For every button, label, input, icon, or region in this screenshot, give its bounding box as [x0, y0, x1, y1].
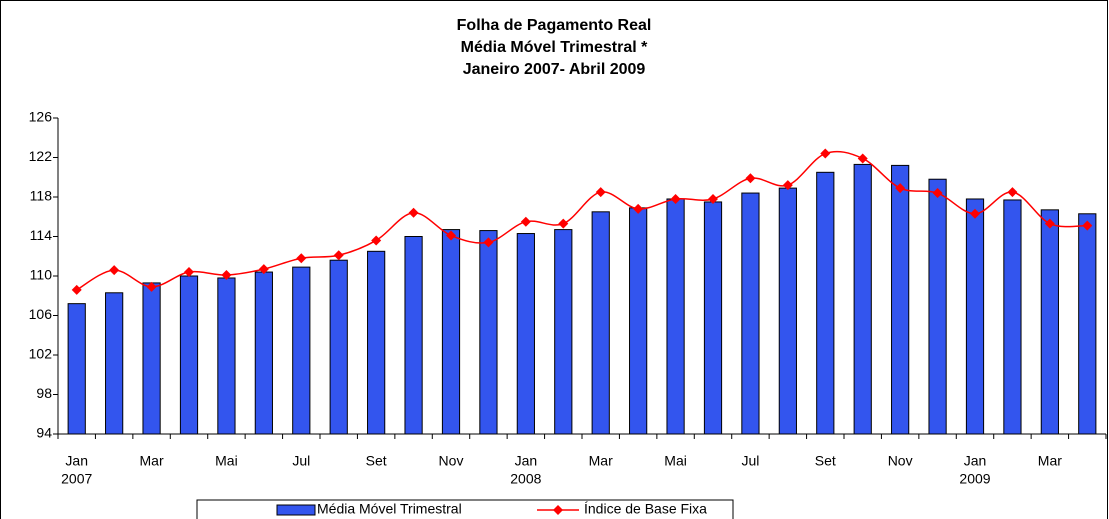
x-tick-label: Set: [815, 453, 836, 469]
bar: [891, 164, 910, 435]
line-marker: [745, 173, 756, 184]
bar: [853, 163, 872, 435]
bar: [1003, 199, 1022, 435]
bar: [591, 211, 610, 435]
line-marker: [895, 183, 906, 194]
line-marker: [1007, 187, 1018, 198]
line-marker: [1044, 218, 1055, 229]
bar: [516, 233, 535, 435]
chart-subtitle: Média Móvel Trimestral *: [461, 39, 649, 56]
bar: [928, 178, 947, 435]
bar: [554, 229, 573, 435]
legend-label: Índice de Base Fixa: [584, 501, 707, 517]
line: [76, 150, 1088, 291]
x-tick-label: Nov: [888, 453, 913, 469]
x-tick-label: Jul: [741, 453, 759, 469]
bar: [1040, 209, 1059, 435]
x-tick-label: Mai: [215, 453, 238, 469]
chart-title: Folha de Pagamento Real: [457, 17, 652, 34]
bar: [105, 292, 124, 435]
x-tick-label: Mai: [664, 453, 687, 469]
x-tick-label: Nov: [439, 453, 464, 469]
line-marker: [333, 250, 344, 261]
bar: [816, 171, 835, 435]
y-tick-label: 106: [29, 306, 53, 322]
line-marker: [371, 235, 382, 246]
bar: [142, 282, 161, 435]
line-marker: [221, 270, 232, 281]
bar: [666, 198, 685, 435]
x-tick-label: Mar: [589, 453, 613, 469]
y-tick-label: 94: [36, 425, 52, 441]
line-marker: [258, 264, 269, 275]
line-marker: [1082, 220, 1093, 231]
x-tick-label: Mar: [140, 453, 164, 469]
x-year-label: 2009: [959, 471, 990, 487]
x-tick-label: Jan: [515, 453, 538, 469]
bar: [629, 207, 648, 435]
y-tick-label: 110: [30, 267, 53, 283]
bar: [741, 192, 760, 435]
x-tick-label: Set: [366, 453, 387, 469]
bar: [367, 250, 386, 435]
bar: [965, 198, 985, 435]
line-marker: [857, 153, 868, 164]
legend-box: [196, 499, 734, 519]
line-marker: [446, 230, 456, 241]
x-year-label: 2008: [510, 471, 541, 487]
bar: [217, 277, 236, 435]
legend-swatch: [276, 504, 316, 516]
line-marker: [296, 253, 307, 264]
bar: [254, 271, 273, 435]
bar: [1078, 213, 1097, 435]
bar: [329, 259, 348, 435]
line-marker: [520, 216, 531, 227]
line-marker: [670, 193, 681, 204]
y-tick-label: 114: [30, 227, 53, 243]
line-marker: [595, 187, 606, 198]
legend-label: Média Móvel Trimestral: [317, 501, 462, 517]
x-tick-label: Mar: [1038, 453, 1062, 469]
legend-marker: [553, 505, 563, 515]
line-marker: [184, 267, 194, 278]
bar: [703, 201, 723, 435]
x-year-label: 2007: [61, 471, 92, 487]
line-marker: [782, 180, 793, 191]
y-tick-label: 98: [36, 385, 52, 401]
bar: [67, 303, 86, 435]
chart-period: Janeiro 2007- Abril 2009: [463, 61, 646, 78]
x-tick-label: Jan: [65, 453, 88, 469]
line-marker: [932, 188, 943, 199]
line-marker: [633, 203, 644, 214]
x-tick-label: Jan: [964, 453, 987, 469]
line-marker: [820, 148, 831, 159]
line-marker: [483, 237, 494, 248]
bar: [179, 275, 199, 435]
bar: [292, 266, 311, 435]
line-marker: [71, 284, 82, 295]
line-marker: [109, 265, 120, 276]
x-tick-label: Jul: [292, 453, 310, 469]
line-marker: [408, 207, 419, 218]
line-marker: [970, 208, 980, 219]
bar: [404, 236, 423, 435]
y-tick-label: 102: [29, 346, 53, 362]
bar: [479, 230, 498, 435]
y-tick-label: 126: [29, 109, 53, 125]
bar: [441, 229, 461, 435]
y-tick-label: 122: [29, 148, 53, 164]
bar: [778, 187, 797, 435]
y-tick-label: 118: [30, 188, 53, 204]
line-marker: [558, 218, 569, 229]
line-marker: [146, 281, 157, 292]
line-marker: [708, 193, 718, 204]
